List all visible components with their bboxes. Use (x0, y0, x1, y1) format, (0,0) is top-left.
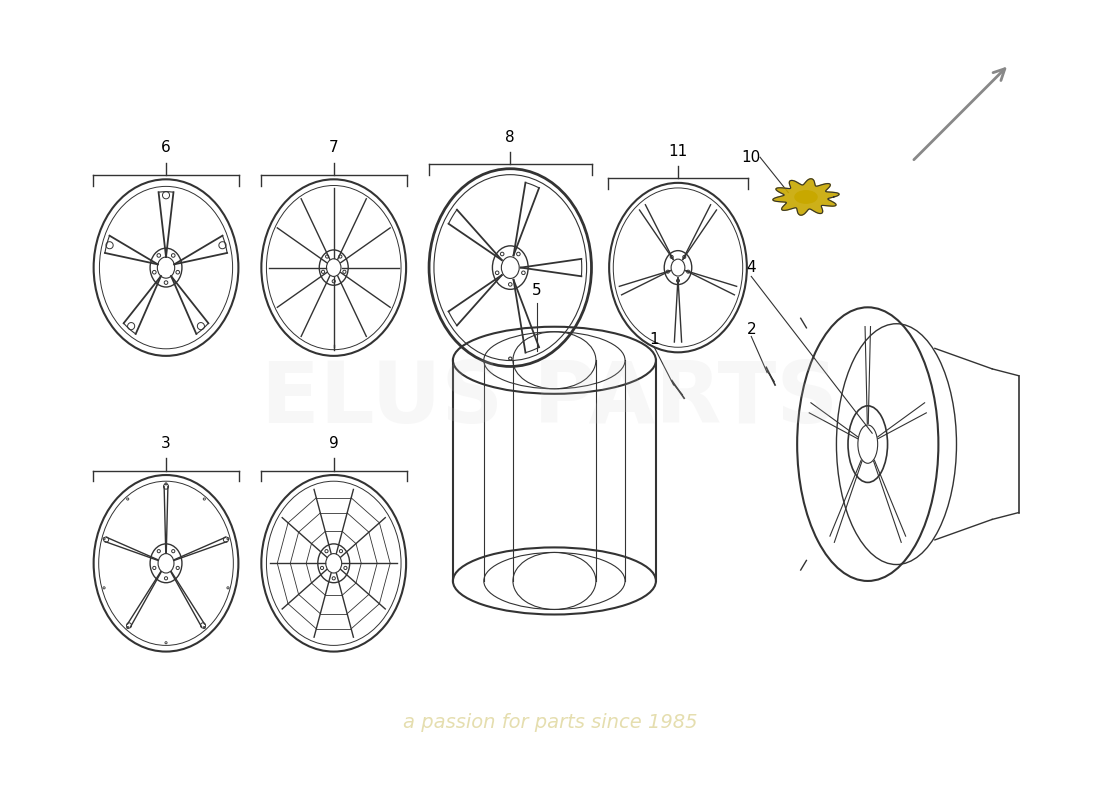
Text: 4: 4 (747, 260, 756, 275)
Text: a passion for parts since 1985: a passion for parts since 1985 (403, 713, 697, 732)
Text: 9: 9 (329, 436, 339, 451)
Text: 5: 5 (532, 283, 541, 298)
Text: 8: 8 (506, 130, 515, 145)
Text: 10: 10 (741, 150, 761, 165)
Text: 6: 6 (161, 141, 170, 155)
Text: 1: 1 (649, 332, 659, 347)
Text: 11: 11 (669, 144, 688, 159)
Text: 7: 7 (329, 141, 339, 155)
Text: 2: 2 (747, 322, 756, 337)
Ellipse shape (795, 190, 817, 203)
Text: ELUS PARTS: ELUS PARTS (262, 358, 838, 442)
Polygon shape (773, 178, 839, 215)
Text: 3: 3 (161, 436, 170, 451)
